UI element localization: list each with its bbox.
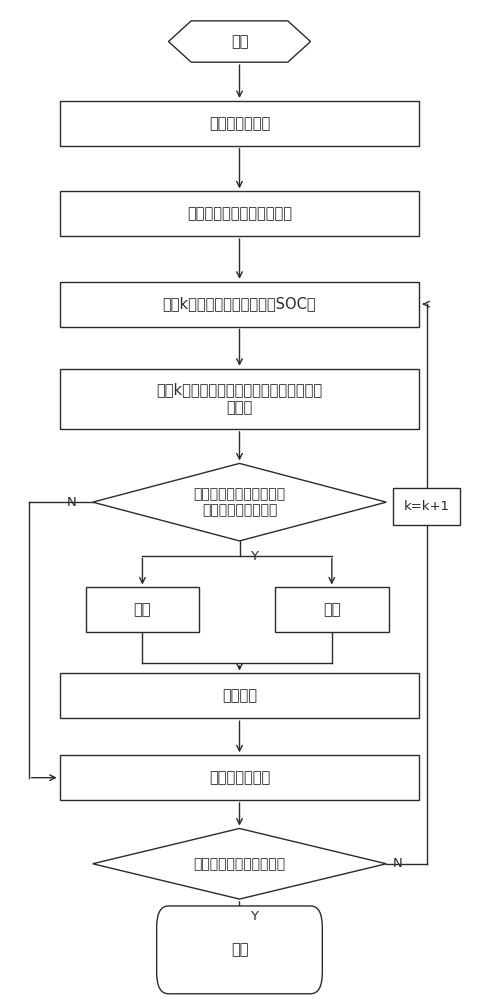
Bar (59, 673, 420, 718)
Text: 产生粒子并建立初始粒子集: 产生粒子并建立初始粒子集 (187, 206, 292, 221)
Text: 变异: 变异 (323, 602, 341, 617)
Bar (59, 191, 420, 236)
Text: 交叉: 交叉 (134, 602, 151, 617)
Bar (59, 101, 420, 146)
Text: 结束: 结束 (231, 942, 248, 957)
Text: N: N (67, 496, 76, 509)
Text: N: N (393, 857, 403, 870)
Text: 粒子优化: 粒子优化 (222, 688, 257, 703)
Text: 开始: 开始 (231, 34, 248, 49)
Bar (59, 369, 420, 429)
Text: Y: Y (250, 910, 258, 923)
Bar (275, 587, 388, 632)
Polygon shape (169, 21, 310, 62)
Text: 预测k时刻粒子集中各粒子的SOC值: 预测k时刻粒子集中各粒子的SOC值 (163, 297, 316, 312)
Text: 粒子估计值计算: 粒子估计值计算 (209, 770, 270, 785)
Text: k=k+1: k=k+1 (403, 500, 449, 513)
Bar (393, 488, 460, 525)
Text: Y: Y (250, 550, 258, 563)
Text: 迭代数目是否达到预设值: 迭代数目是否达到预设值 (194, 857, 285, 871)
Text: 计算有效粒子数，并判断
需要进行遗传重采样: 计算有效粒子数，并判断 需要进行遗传重采样 (194, 487, 285, 517)
Polygon shape (93, 463, 386, 541)
Bar (59, 282, 420, 327)
Text: 初始化设置参数: 初始化设置参数 (209, 116, 270, 131)
Text: 预测k时刻粒子集汇总各粒子的权重值，并
归一化: 预测k时刻粒子集汇总各粒子的权重值，并 归一化 (157, 383, 322, 415)
Bar (59, 755, 420, 800)
Polygon shape (93, 828, 386, 899)
FancyBboxPatch shape (157, 906, 322, 994)
Bar (86, 587, 199, 632)
